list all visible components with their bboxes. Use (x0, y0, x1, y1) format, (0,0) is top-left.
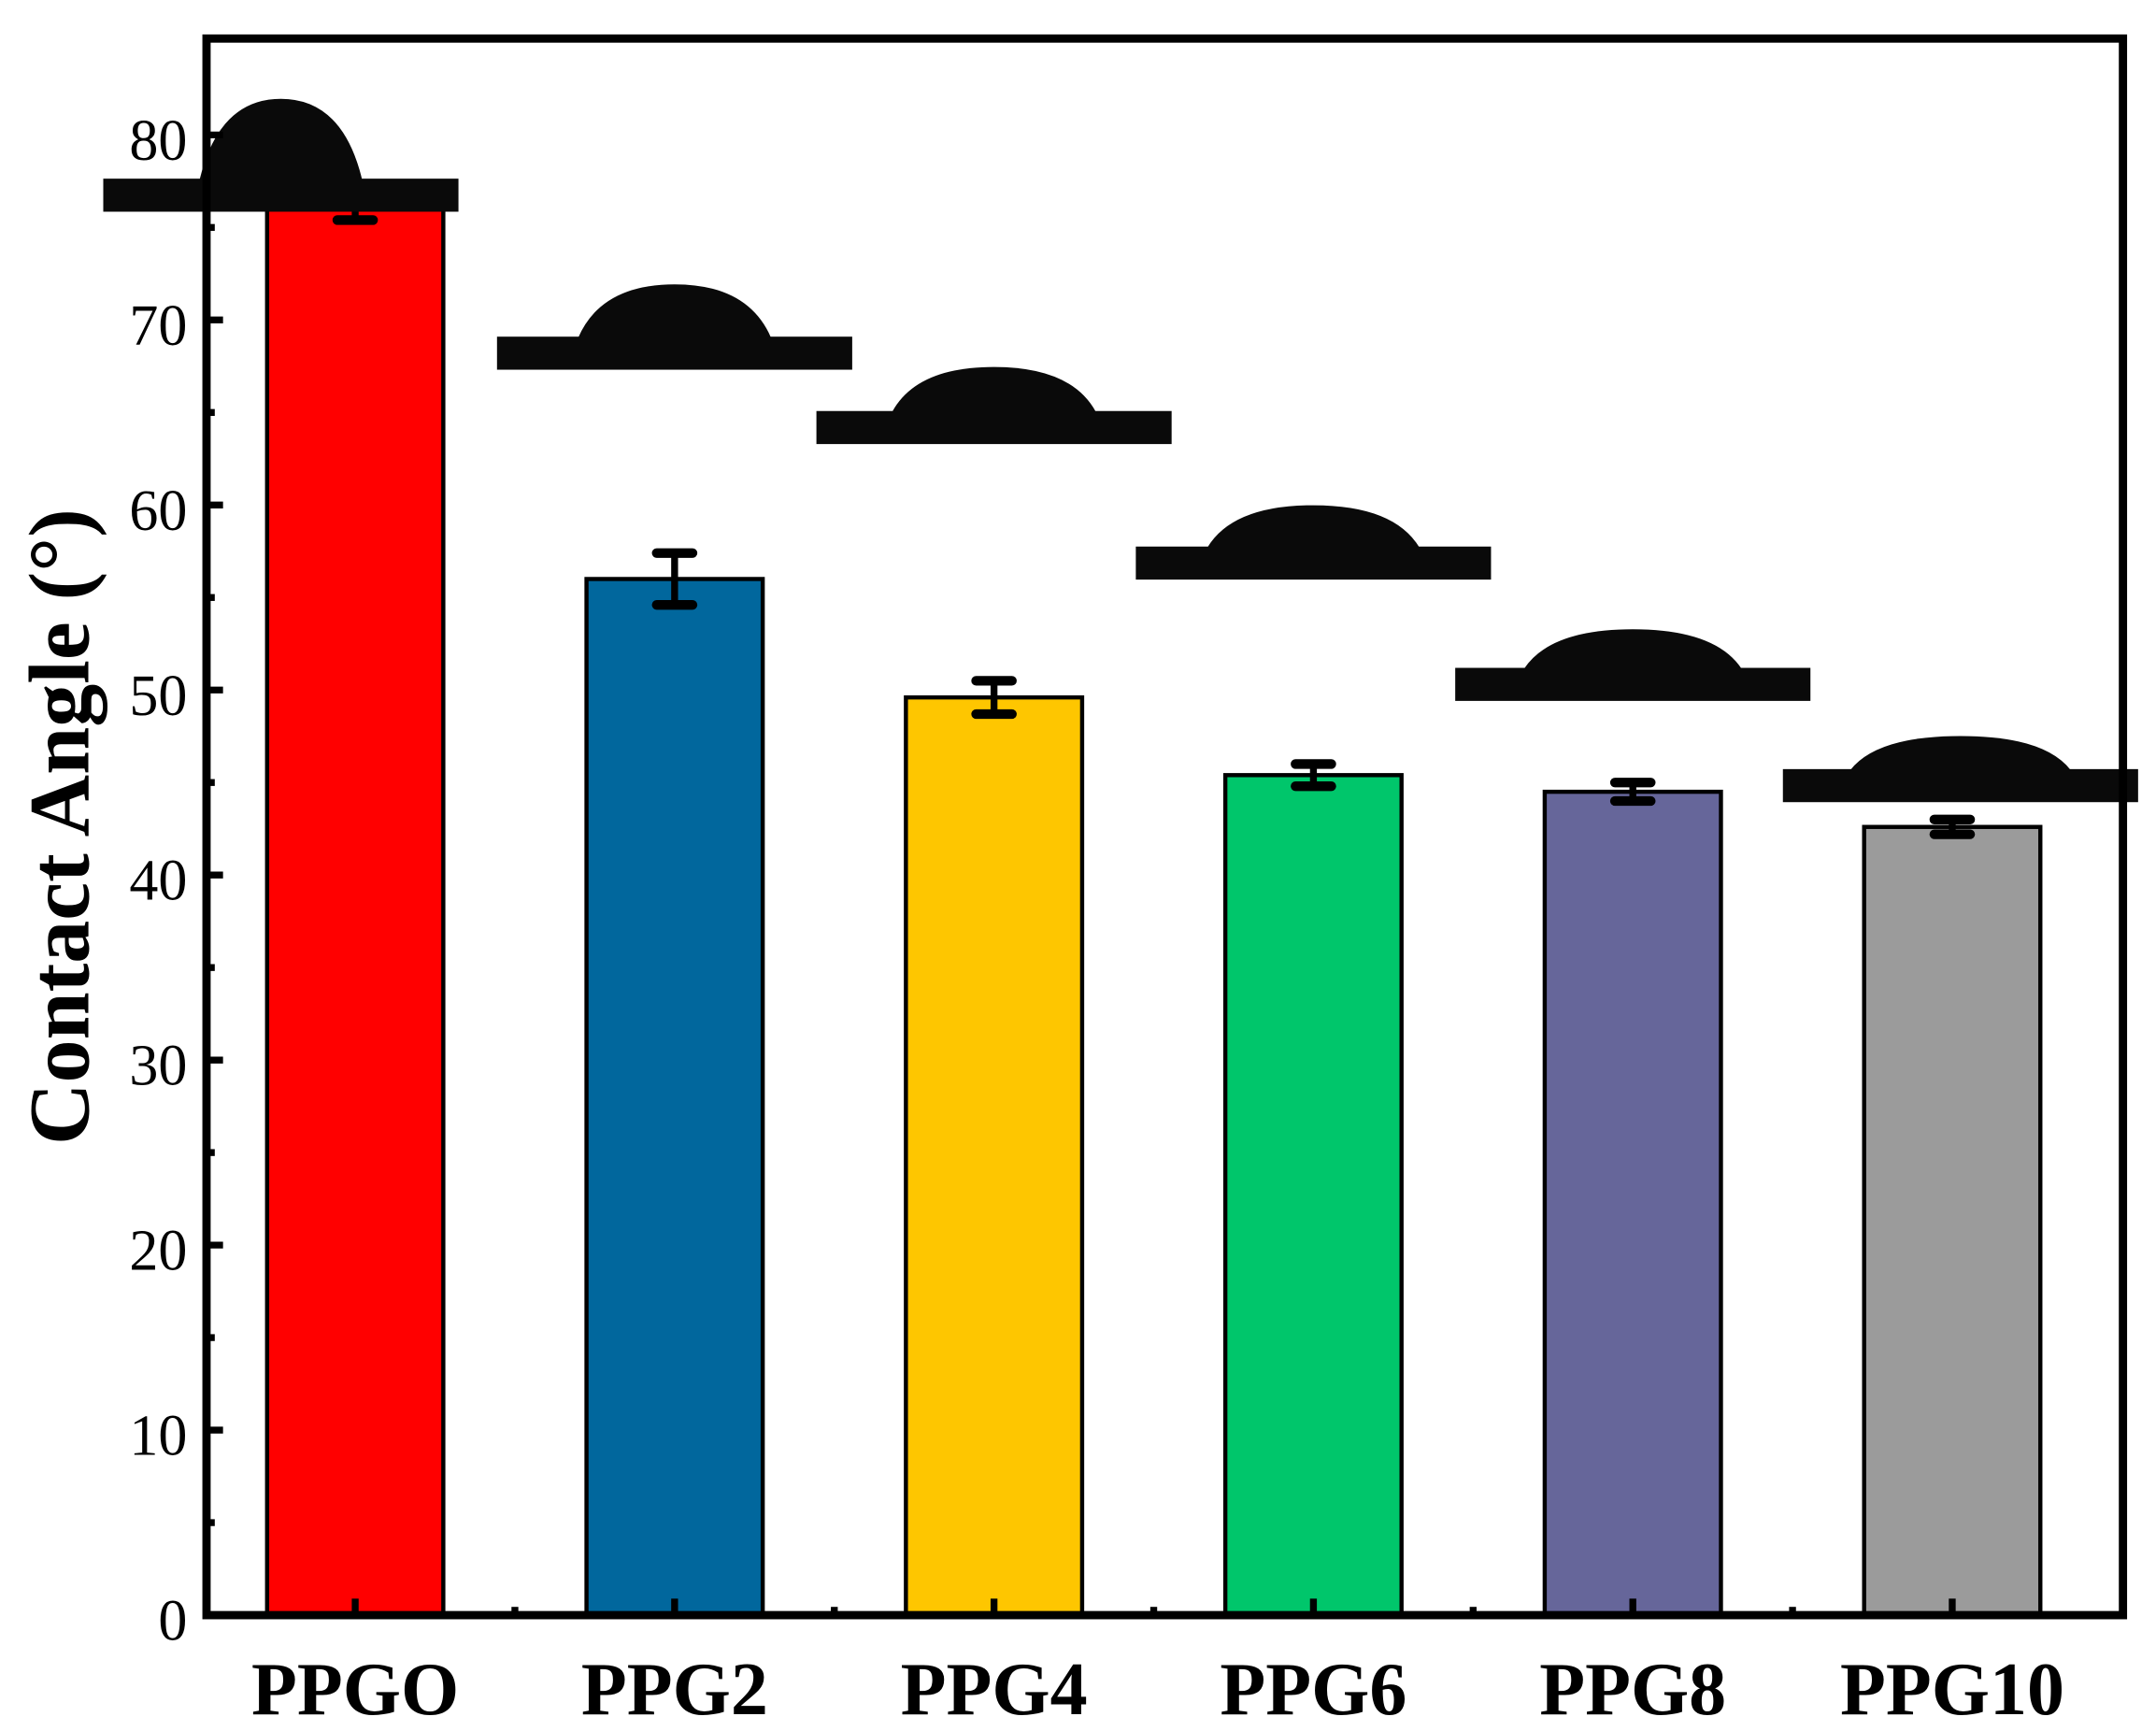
x-tick-label-ppg6: PPG6 (1220, 1649, 1406, 1731)
y-tick-label-70: 70 (129, 294, 187, 358)
x-tick-label-ppg4: PPG4 (901, 1649, 1088, 1731)
x-tick-label-ppg10: PPG10 (1840, 1649, 2064, 1731)
y-tick-label-40: 40 (129, 850, 187, 913)
plot-area: PPGO PPG2 PPG4 PPG6 PPG8 PPG10 0 10 20 30 40 50 60 70… (11, 34, 2138, 1731)
error-bar-ppg4 (971, 676, 1017, 720)
error-bar-ppg10 (1929, 814, 1976, 839)
bar-ppgo (264, 207, 446, 1618)
error-bar-ppg6 (1291, 759, 1336, 792)
droplet-shape (1207, 505, 1420, 548)
x-tick-label-ppg2: PPG2 (581, 1649, 768, 1731)
error-bar-ppg8 (1609, 778, 1656, 807)
droplet-substrate (103, 179, 459, 212)
droplet-image-ppg4 (816, 366, 1172, 445)
droplet-shape (1849, 736, 2071, 770)
bar-ppg4 (904, 694, 1085, 1618)
bar-ppg10 (1862, 824, 2043, 1618)
droplet-shape (578, 284, 771, 338)
droplet-shape (1523, 629, 1742, 669)
y-tick-label-0: 0 (158, 1590, 187, 1653)
droplet-substrate (1135, 546, 1492, 580)
droplet-shape (892, 366, 1096, 412)
droplet-substrate (1782, 768, 2138, 803)
bar-ppg8 (1542, 789, 1723, 1618)
y-tick-label-10: 10 (129, 1405, 187, 1468)
x-tick-label-ppg8: PPG8 (1539, 1649, 1726, 1731)
droplet-shape (199, 98, 363, 180)
droplet-substrate (816, 410, 1172, 445)
bar-ppg6 (1222, 773, 1404, 1618)
y-tick-label-50: 50 (129, 665, 187, 728)
droplet-image-ppg8 (1455, 629, 1811, 701)
plot-frame (202, 34, 2128, 1620)
y-tick-label-30: 30 (129, 1035, 187, 1098)
droplet-image-ppg10 (1782, 736, 2138, 803)
droplet-substrate (496, 336, 852, 370)
droplet-image-ppg2 (496, 284, 852, 370)
droplet-substrate (1455, 667, 1811, 701)
y-axis-title: Contact Angle (°) (11, 508, 107, 1145)
error-bar-ppg2 (651, 548, 698, 610)
droplet-image-ppg6 (1135, 505, 1492, 580)
y-tick-label-60: 60 (129, 479, 187, 543)
droplet-image-ppgo (103, 98, 459, 212)
y-tick-label-20: 20 (129, 1220, 187, 1283)
x-tick-label-ppgo: PPGO (251, 1649, 459, 1731)
y-tick-label-80: 80 (129, 109, 187, 173)
bar-ppg2 (584, 577, 765, 1618)
